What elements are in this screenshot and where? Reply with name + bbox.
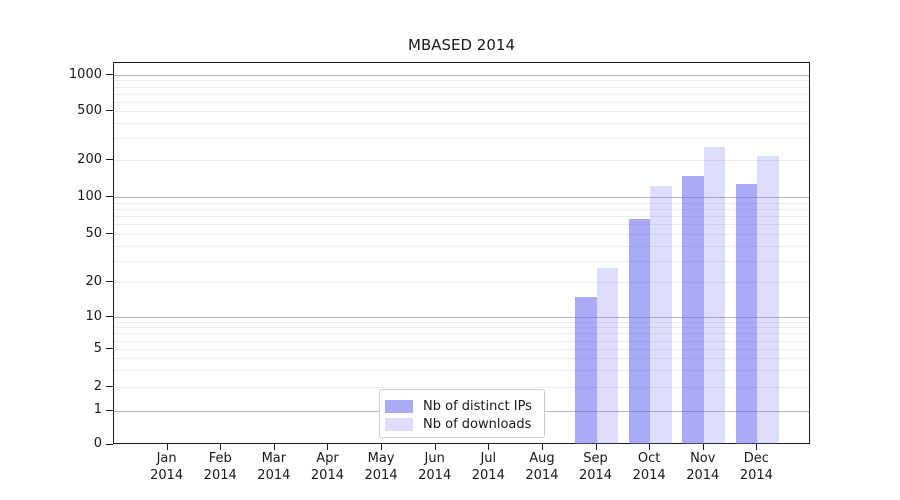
minor-gridline [114,282,809,283]
y-tick-label: 20 [85,273,102,289]
y-axis-tick [106,159,113,160]
x-tick-label: Jun 2014 [418,451,452,483]
minor-gridline [114,234,809,235]
minor-gridline [114,160,809,161]
legend-label-downloads: Nb of downloads [423,417,532,432]
minor-gridline [114,138,809,140]
y-tick-label: 50 [85,225,102,241]
x-axis-tick [649,444,651,450]
major-gridline [114,197,809,198]
y-tick-label: 100 [77,188,102,204]
x-axis-tick [381,444,383,450]
x-tick-label: May 2014 [364,451,398,483]
chart-title: MBASED 2014 [408,36,515,54]
x-tick-label: Apr 2014 [310,451,344,483]
plot-area [113,62,810,445]
minor-gridline [114,122,809,124]
minor-gridline [114,340,809,342]
y-axis-tick [106,443,113,445]
minor-gridline [114,245,809,247]
legend-swatch-distinct-ips [385,400,413,413]
minor-gridline [114,224,809,226]
bar-downloads-oct [650,186,672,445]
x-tick-label: Jul 2014 [471,451,505,483]
minor-gridline [114,333,809,335]
minor-gridline [114,321,809,323]
x-tick-label: Feb 2014 [203,451,237,483]
x-tick-label: Dec 2014 [739,451,773,483]
x-axis-tick [434,444,436,450]
minor-gridline [114,370,809,372]
bar-downloads-nov [703,147,726,445]
minor-gridline [114,111,809,112]
minor-gridline [114,93,809,95]
bar-downloads-sep [596,268,619,445]
minor-gridline [114,260,809,262]
x-axis-tick [488,444,490,450]
minor-gridline [114,358,809,360]
y-tick-label: 0 [93,436,102,451]
y-tick-label: 200 [77,151,102,167]
bar-downloads-dec [757,156,779,445]
y-axis-tick [106,110,113,111]
legend-swatch-downloads [385,418,413,431]
minor-gridline [114,349,809,350]
y-tick-label: 10 [85,308,102,324]
legend-label-distinct-ips: Nb of distinct IPs [423,399,532,414]
y-tick-label: 5 [93,340,102,356]
x-axis-tick [166,444,168,450]
y-axis-tick [106,196,113,197]
major-gridline [114,75,809,76]
y-axis-tick [106,233,113,234]
x-tick-label: Mar 2014 [257,451,291,483]
x-axis-tick [327,444,329,450]
y-axis-tick [106,316,113,317]
x-tick-label: Jan 2014 [150,451,184,483]
y-tick-label: 2 [93,378,102,394]
y-tick-label: 500 [77,102,102,118]
minor-gridline [114,216,809,218]
y-axis-tick [106,386,113,387]
bar-distinct-ips-sep [575,296,597,445]
x-axis-tick [595,444,597,450]
x-axis-tick [273,444,275,450]
legend: Nb of distinct IPs Nb of downloads [379,389,545,438]
y-axis-tick [106,409,113,411]
x-axis-tick [702,444,704,450]
y-tick-label: 1 [93,402,102,417]
y-tick-label: 1000 [68,66,102,82]
minor-gridline [114,327,809,329]
x-tick-label: Sep 2014 [578,451,613,483]
legend-item-downloads: Nb of downloads [385,416,544,433]
x-axis-tick [756,444,758,450]
x-tick-label: Nov 2014 [686,451,720,483]
x-axis-tick [541,444,543,450]
minor-gridline [114,86,809,88]
minor-gridline [114,208,809,210]
minor-gridline [114,80,809,82]
major-gridline [114,317,809,318]
x-tick-label: Aug 2014 [525,451,559,483]
minor-gridline [114,202,809,204]
y-axis-tick [106,74,113,75]
bar-distinct-ips-oct [628,219,651,445]
x-axis-tick [220,444,222,450]
x-tick-label: Oct 2014 [632,451,666,483]
bar-distinct-ips-dec [735,184,758,445]
y-axis-tick [106,348,113,349]
y-axis-tick [106,281,113,282]
bar-distinct-ips-nov [682,176,704,445]
minor-gridline [114,101,809,103]
minor-gridline [114,387,809,388]
legend-item-distinct-ips: Nb of distinct IPs [385,398,544,415]
